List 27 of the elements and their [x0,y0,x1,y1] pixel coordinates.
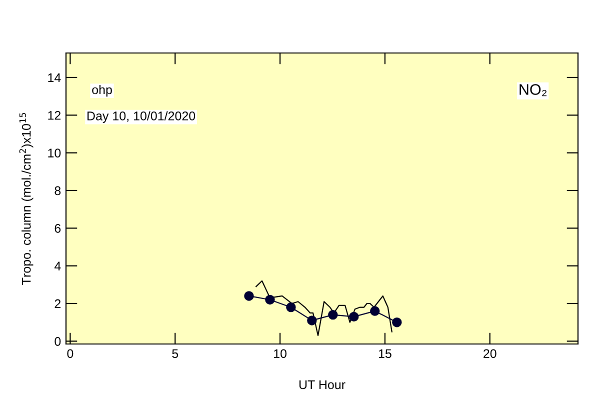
point [328,310,338,320]
point [349,312,359,322]
annotation: Day 10, 10/01/2020 [88,111,196,123]
point [392,317,402,328]
annotation: ohp [92,85,112,97]
y-tick-label: 0 [54,336,61,346]
x-tick-label: 5 [172,349,178,358]
y-axis-title: Tropo. column (mol./cm$^{2}$)x10$^{15}$ [19,113,34,285]
x-tick-label: 10 [274,349,286,358]
line-series [256,280,392,336]
y-tick-label: 14 [48,73,61,82]
y-tick-label: 10 [48,148,61,158]
y-tick-label: 8 [54,186,61,196]
y-tick-label: 4 [54,262,61,270]
point [265,294,275,305]
point [370,306,380,316]
point [244,291,254,301]
y-tick-label: 6 [54,224,61,233]
y-tick-label: 12 [48,110,61,120]
x-tick-label: 15 [378,349,392,358]
x-tick-label: 20 [484,349,496,358]
x-axis-title: UT Hour [299,380,346,390]
point [286,302,296,312]
y-tick-label: 2 [54,299,61,308]
annotation: NO₂ [520,84,547,96]
x-tick-label: 0 [67,349,74,358]
point [307,316,317,326]
